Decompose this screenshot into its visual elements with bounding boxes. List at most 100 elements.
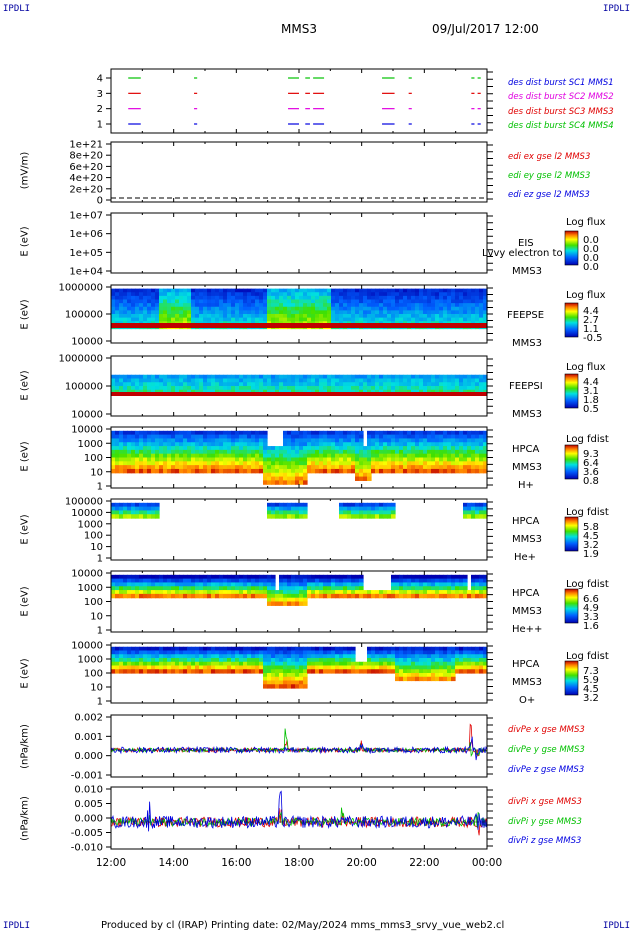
spectrogram-cell bbox=[347, 446, 352, 451]
spectrogram-cell bbox=[319, 378, 324, 383]
spectrogram-cell bbox=[403, 317, 408, 322]
spectrogram-cell bbox=[227, 457, 232, 462]
spectrogram-cell bbox=[151, 442, 156, 447]
spectrogram-cell bbox=[159, 386, 164, 391]
spectrogram-cell bbox=[115, 582, 120, 587]
spectrogram-cell bbox=[255, 389, 260, 395]
spectrogram-cell bbox=[443, 317, 448, 322]
spectrogram-cell bbox=[323, 295, 328, 301]
spectrogram-cell bbox=[423, 382, 428, 387]
spectrogram-cell bbox=[219, 295, 224, 301]
spectrogram-cell bbox=[331, 382, 336, 387]
hpca-o-ylabel: E (eV) bbox=[19, 658, 31, 689]
spectrogram-cell bbox=[327, 310, 332, 315]
spectrogram-cell bbox=[263, 442, 268, 447]
spectrogram-cell bbox=[251, 665, 256, 670]
spectrogram-cell bbox=[435, 646, 440, 652]
spectrogram-cell bbox=[355, 389, 360, 395]
spectrogram-cell bbox=[387, 661, 392, 667]
spectrogram-cell bbox=[283, 676, 288, 682]
spectrogram-cell bbox=[439, 303, 444, 308]
spectrogram-cell bbox=[415, 438, 420, 443]
spectrogram-cell bbox=[387, 299, 392, 304]
spectrogram-cell bbox=[327, 378, 332, 383]
spectrogram-cell bbox=[279, 661, 284, 667]
spectrogram-cell bbox=[179, 446, 184, 451]
feepse-cb-val-0: 4.4 bbox=[583, 306, 599, 317]
spectrogram-cell bbox=[387, 374, 392, 380]
spectrogram-cell bbox=[407, 292, 412, 297]
spectrogram-cell bbox=[339, 434, 344, 440]
spectrogram-cell bbox=[379, 306, 384, 311]
spectrogram-cell bbox=[311, 665, 316, 670]
spectrogram-cell bbox=[163, 378, 168, 383]
spectrogram-cell bbox=[119, 586, 124, 591]
spectrogram-cell bbox=[459, 446, 464, 451]
spectrogram-cell bbox=[303, 468, 308, 474]
spectrogram-cell bbox=[203, 389, 208, 395]
spectrogram-cell bbox=[291, 665, 296, 670]
spectrogram-cell bbox=[411, 389, 416, 395]
hpca-hepp-cb-val-2: 3.3 bbox=[583, 612, 599, 623]
spectrogram-cell bbox=[171, 317, 176, 322]
spectrogram-cell bbox=[147, 665, 152, 670]
spectrogram-cell bbox=[111, 650, 116, 655]
spectrogram-cell bbox=[383, 593, 388, 599]
spectrogram-cell bbox=[415, 434, 420, 440]
spectrogram-cell bbox=[447, 465, 452, 470]
spectrogram-cell bbox=[419, 465, 424, 470]
spectrogram-cell bbox=[315, 654, 320, 659]
spectrogram-cell bbox=[371, 646, 376, 652]
spectrogram-cell bbox=[263, 665, 268, 670]
spectrogram-cell bbox=[403, 306, 408, 311]
spectrogram-cell bbox=[459, 593, 464, 599]
spectrogram-cell bbox=[411, 438, 416, 443]
spectrogram-cell bbox=[143, 465, 148, 470]
spectrogram-cell bbox=[375, 386, 380, 391]
spectrogram-cell bbox=[131, 669, 136, 674]
spectrogram-cell bbox=[443, 658, 448, 663]
spectrogram-cell bbox=[179, 389, 184, 395]
spectrogram-cell bbox=[191, 442, 196, 447]
spectrogram-cell bbox=[443, 292, 448, 297]
spectrogram-cell bbox=[207, 665, 212, 670]
spectrogram-cell bbox=[203, 314, 208, 319]
spectrogram-cell bbox=[327, 295, 332, 301]
spectrogram-cell bbox=[319, 582, 324, 587]
spectrogram-cell bbox=[347, 590, 352, 595]
spectrogram-cell bbox=[219, 386, 224, 391]
spectrogram-cell bbox=[211, 650, 216, 655]
spectrogram-cell bbox=[263, 430, 268, 436]
spectrogram-cell bbox=[435, 461, 440, 466]
spectrogram-cell bbox=[299, 386, 304, 391]
spectrogram-cell bbox=[295, 665, 300, 670]
spectrogram-cell bbox=[123, 442, 128, 447]
spectrogram-cell bbox=[335, 314, 340, 319]
spectrogram-cell bbox=[367, 476, 372, 481]
spectrogram-cell bbox=[283, 453, 288, 459]
spectrogram-cell bbox=[183, 382, 188, 387]
spectrogram-cell bbox=[215, 457, 220, 462]
spectrogram-cell bbox=[259, 374, 264, 380]
spectrogram-cell bbox=[339, 514, 344, 519]
spectrogram-cell bbox=[419, 665, 424, 670]
spectrogram-cell bbox=[255, 578, 260, 584]
spectrogram-cell bbox=[247, 386, 252, 391]
spectrogram-cell bbox=[419, 661, 424, 667]
spectrogram-cell bbox=[135, 303, 140, 308]
spectrogram-cell bbox=[403, 386, 408, 391]
spectrogram-cell bbox=[383, 314, 388, 319]
spectrogram-cell bbox=[187, 374, 192, 380]
spectrogram-cell bbox=[471, 389, 476, 395]
spectrogram-cell bbox=[379, 650, 384, 655]
spectrogram-cell bbox=[151, 303, 156, 308]
spectrogram-cell bbox=[175, 646, 180, 652]
spectrogram-cell bbox=[283, 578, 288, 584]
spectrogram-cell bbox=[379, 510, 384, 515]
spectrogram-cell bbox=[299, 658, 304, 663]
spectrogram-cell bbox=[431, 288, 436, 293]
spectrogram-cell bbox=[279, 389, 284, 395]
spectrogram-cell bbox=[455, 665, 460, 670]
spectrogram-cell bbox=[311, 650, 316, 655]
spectrogram-cell bbox=[143, 658, 148, 663]
